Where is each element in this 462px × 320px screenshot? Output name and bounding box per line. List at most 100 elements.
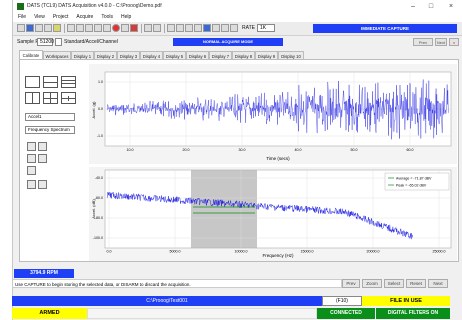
- tab-display-7[interactable]: Display 7: [209, 51, 232, 60]
- chart-icon[interactable]: [203, 24, 211, 32]
- cursor-tool-icon[interactable]: [27, 142, 36, 151]
- next-button[interactable]: Next: [435, 38, 447, 46]
- tab-display-2[interactable]: Display 2: [94, 51, 117, 60]
- prev-nav-button[interactable]: Prev: [342, 279, 360, 288]
- grid-tool-icon[interactable]: [38, 154, 47, 163]
- tab-display-10[interactable]: Display 10: [278, 51, 304, 60]
- menu-acquire[interactable]: Acquire: [76, 14, 94, 20]
- folder-icon[interactable]: [53, 24, 61, 32]
- frequency-spectrum-chart: Average = -71.87 dBV Peak = -65.02 dBV -…: [89, 167, 457, 261]
- layout-quad-icon[interactable]: [43, 92, 58, 104]
- y-tick-label: -100.0: [93, 236, 103, 240]
- print-tool-icon[interactable]: [38, 180, 47, 189]
- app-window: DATS (TCL9) DATS Acquisition v4.0.0 - C:…: [12, 0, 462, 320]
- stop-icon[interactable]: [121, 24, 129, 32]
- copy-icon[interactable]: [67, 24, 75, 32]
- tab-display-8[interactable]: Display 8: [232, 51, 255, 60]
- tab-calibrate[interactable]: Calibrate: [19, 50, 43, 60]
- title-bar: DATS (TCL9) DATS Acquisition v4.0.0 - C:…: [13, 0, 462, 13]
- info-icon[interactable]: [230, 24, 238, 32]
- save-icon[interactable]: [26, 24, 34, 32]
- immediate-capture-button[interactable]: IMMEDIATE CAPTURE: [313, 24, 457, 33]
- sample-rate-label: Sample Rate: [17, 39, 46, 45]
- file-key-label: (F10): [322, 296, 362, 306]
- menu-view[interactable]: View: [34, 14, 45, 20]
- prev-button[interactable]: Prev: [413, 38, 433, 46]
- arrow-left-icon[interactable]: [94, 24, 102, 32]
- close-icon[interactable]: ×: [449, 38, 459, 46]
- minimize-button[interactable]: –: [411, 3, 415, 10]
- x-tick-label: 10000.0: [235, 250, 248, 254]
- marker-tool-icon[interactable]: [27, 166, 36, 175]
- layout-two-rows-icon[interactable]: [43, 76, 58, 88]
- acquire-mode-banner: NORMAL ACQUIRE MODE: [173, 38, 283, 46]
- mode-checkbox[interactable]: [55, 38, 62, 46]
- rate-select[interactable]: 1K: [257, 24, 275, 32]
- close-button[interactable]: ×: [448, 3, 454, 10]
- x-tick-label: 10.0: [127, 148, 134, 152]
- grid-icon[interactable]: [167, 24, 175, 32]
- legend-item-peak: Peak = -65.02 dBV: [396, 184, 427, 188]
- layout-single-icon[interactable]: [25, 76, 40, 88]
- table-icon[interactable]: [212, 24, 220, 32]
- maximize-button[interactable]: □: [428, 3, 434, 10]
- analysis-select[interactable]: Frequency Spectrum: [25, 126, 75, 134]
- peak-tool-icon[interactable]: [38, 142, 47, 151]
- menu-file[interactable]: File: [18, 14, 27, 20]
- layout-sidebar: Accel1 Frequency Spectrum: [25, 70, 87, 200]
- filter-icon[interactable]: [194, 24, 202, 32]
- window-title: DATS (TCL9) DATS Acquisition v4.0.0 - C:…: [27, 3, 162, 9]
- layout-split-icon[interactable]: [61, 92, 76, 104]
- tab-display-1[interactable]: Display 1: [71, 51, 94, 60]
- next-nav-button[interactable]: Next: [428, 279, 448, 288]
- time-waveform-chart: 1.0 0.0 -1.0 10.0 20.0 30.0 40.0 50.0 60.0 Acce…: [89, 64, 457, 164]
- select-button[interactable]: Select: [384, 279, 404, 288]
- settings-icon[interactable]: [221, 24, 229, 32]
- selection-band[interactable]: [191, 170, 257, 248]
- undo-icon[interactable]: [85, 24, 93, 32]
- tab-display-4[interactable]: Display 4: [140, 51, 163, 60]
- export-tool-icon[interactable]: [27, 180, 36, 189]
- alarm-icon[interactable]: [130, 24, 138, 32]
- x-tick-label: 30.0: [239, 148, 246, 152]
- rpm-readout: 3794.9 RPM: [14, 269, 74, 278]
- legend-item-average: Average = -71.87 dBV: [396, 177, 432, 181]
- menu-project[interactable]: Project: [52, 14, 69, 20]
- tab-display-6[interactable]: Display 6: [186, 51, 209, 60]
- armed-status: ARMED: [12, 308, 87, 319]
- x-axis-label: Time (secs): [266, 156, 290, 161]
- zoom-in-icon[interactable]: [144, 24, 152, 32]
- print-icon[interactable]: [44, 24, 52, 32]
- tab-display-9[interactable]: Display 9: [255, 51, 278, 60]
- paste-icon[interactable]: [76, 24, 84, 32]
- sample-row: Sample Rate 51200 Standard/Accel/Channel…: [13, 36, 462, 48]
- menu-help[interactable]: Help: [121, 14, 132, 20]
- layout-two-cols-icon[interactable]: [25, 92, 40, 104]
- layout-three-rows-icon[interactable]: [61, 76, 76, 88]
- measure-icon[interactable]: [185, 24, 193, 32]
- tab-display-3[interactable]: Display 3: [117, 51, 140, 60]
- y-axis-label: Accel. (g): [91, 101, 96, 119]
- x-tick-label: 25000.0: [433, 250, 446, 254]
- tab-workspaces[interactable]: Workspaces: [43, 51, 71, 60]
- reset-button[interactable]: Reset: [406, 279, 426, 288]
- zoom-button[interactable]: Zoom: [362, 279, 382, 288]
- x-tick-label: 50.0: [351, 148, 358, 152]
- y-tick-label: 0.0: [98, 107, 103, 111]
- zoom-out-icon[interactable]: [153, 24, 161, 32]
- connected-status: CONNECTED: [317, 308, 375, 319]
- mode-label: Standard/Accel/Channel: [64, 39, 118, 45]
- harmonic-tool-icon[interactable]: [27, 154, 36, 163]
- open-icon[interactable]: [35, 24, 43, 32]
- arrow-right-icon[interactable]: [103, 24, 111, 32]
- menu-tools[interactable]: Tools: [101, 14, 114, 20]
- source-select[interactable]: Accel1: [25, 113, 75, 121]
- record-icon[interactable]: [112, 24, 120, 32]
- toolbar-separator: [141, 24, 142, 33]
- x-tick-label: 0.0: [107, 250, 112, 254]
- x-tick-label: 15000.0: [301, 250, 314, 254]
- sample-rate-field[interactable]: 51200: [37, 38, 54, 46]
- cursor-icon[interactable]: [176, 24, 184, 32]
- new-file-icon[interactable]: [17, 24, 25, 32]
- tab-display-5[interactable]: Display 5: [163, 51, 186, 60]
